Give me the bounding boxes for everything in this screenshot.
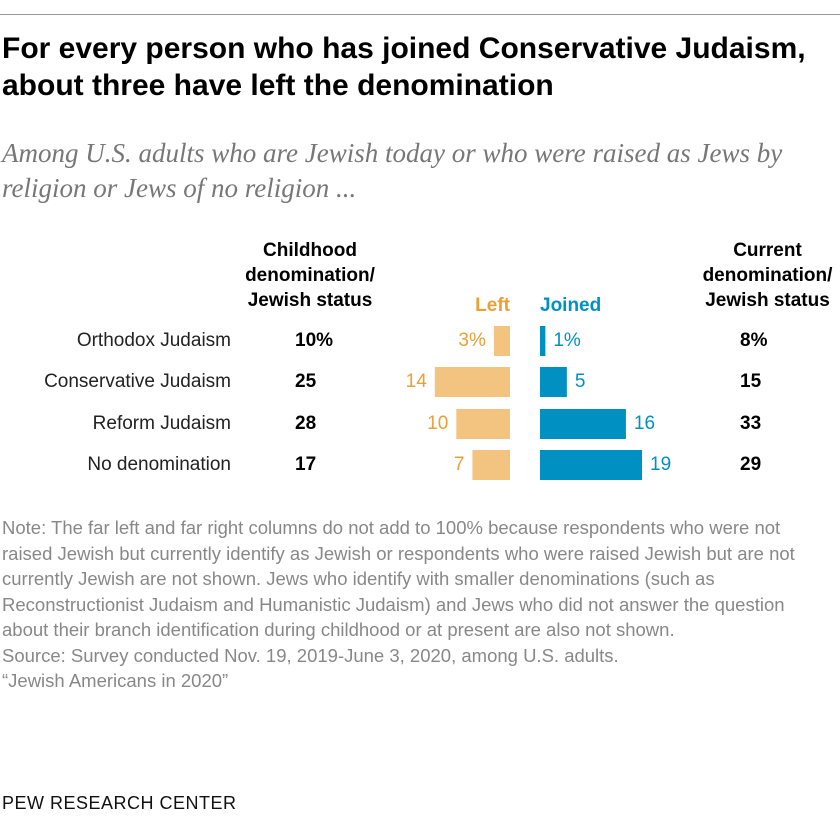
left-bar bbox=[493, 326, 510, 356]
left-value-label: 14 bbox=[405, 371, 427, 392]
note-text: Note: The far left and far right columns… bbox=[2, 517, 795, 640]
category-label: Orthodox Judaism bbox=[76, 330, 231, 351]
left-value-label: 10 bbox=[427, 413, 449, 434]
current-column-header: Current denomination/ Jewish status bbox=[702, 240, 833, 311]
current-value: 33 bbox=[740, 413, 762, 434]
chart-subtitle: Among U.S. adults who are Jewish today o… bbox=[2, 138, 783, 203]
joined-value-label: 19 bbox=[650, 454, 672, 475]
current-value: 29 bbox=[740, 454, 762, 475]
left-value-label: 3% bbox=[458, 330, 486, 351]
category-label: Conservative Judaism bbox=[44, 371, 231, 392]
childhood-value: 28 bbox=[295, 413, 317, 434]
joined-value-label: 16 bbox=[633, 413, 656, 434]
childhood-value: 25 bbox=[295, 371, 317, 392]
category-label: No denomination bbox=[87, 454, 231, 475]
left-bar bbox=[434, 367, 510, 397]
notes: Note: The far left and far right columns… bbox=[2, 515, 832, 694]
joined-value-label: 1% bbox=[553, 330, 581, 351]
left-bar bbox=[456, 409, 510, 439]
pew-logo: PEW RESEARCH CENTER bbox=[2, 793, 237, 813]
left-bar bbox=[472, 450, 510, 480]
joined-bar bbox=[540, 326, 546, 356]
joined-bar bbox=[540, 450, 643, 480]
left-column-header: Left bbox=[475, 295, 510, 316]
joined-bar bbox=[540, 409, 626, 439]
joined-bar bbox=[540, 367, 567, 397]
source-text: Source: Survey conducted Nov. 19, 2019-J… bbox=[2, 644, 619, 666]
joined-value-label: 5 bbox=[574, 371, 586, 392]
current-value: 15 bbox=[740, 371, 762, 392]
bar-chart bbox=[434, 326, 643, 480]
left-value-label: 7 bbox=[453, 454, 465, 475]
current-value: 8% bbox=[740, 330, 768, 351]
top-rule bbox=[0, 14, 840, 15]
report-text: “Jewish Americans in 2020” bbox=[2, 670, 229, 691]
childhood-value: 10% bbox=[295, 330, 334, 351]
childhood-column-header: Childhood denomination/ Jewish status bbox=[245, 240, 375, 311]
chart-title: For every person who has joined Conserva… bbox=[2, 32, 806, 102]
category-label: Reform Judaism bbox=[92, 413, 231, 434]
childhood-value: 17 bbox=[295, 454, 317, 475]
joined-column-header: Joined bbox=[540, 295, 602, 316]
